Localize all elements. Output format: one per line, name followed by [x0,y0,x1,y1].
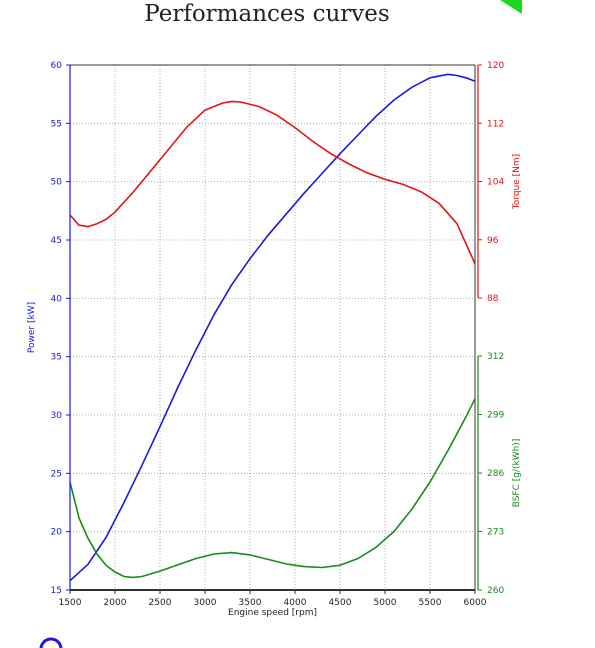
x-tick-label: 6000 [464,598,487,608]
power-tick-label: 25 [51,469,62,479]
page-title: Performances curves [144,1,390,27]
bsfc-tick-label: 299 [487,411,504,421]
x-tick-label: 3000 [194,598,217,608]
x-axis-title: Engine speed [rpm] [228,608,317,618]
torque-tick-label: 104 [487,178,504,188]
x-tick-label: 5000 [374,598,397,608]
power-tick-label: 30 [51,411,63,421]
x-tick-label: 2500 [149,598,172,608]
power-tick-label: 45 [51,236,62,246]
axes-layer: 1500 2000 2500 3000 3500 4000 4500 5000 5500 6000… [27,61,522,618]
x-tick-label: 2000 [104,598,127,608]
power-tick-label: 40 [51,294,63,304]
bsfc-tick-label: 312 [487,352,504,362]
x-tick-label: 5500 [419,598,442,608]
x-tick-label: 1500 [59,598,82,608]
bsfc-tick-label: 260 [487,586,504,596]
x-tick-label: 3500 [239,598,262,608]
series-layer [69,73,476,582]
series-line-power [69,73,476,582]
torque-tick-label: 88 [487,294,499,304]
x-tick-label: 4000 [284,598,307,608]
corner-triangle-icon [500,0,522,14]
torque-tick-label: 112 [487,119,504,129]
series-line-torque [69,100,476,265]
power-tick-label: 50 [51,178,63,188]
grid-lines [70,65,475,590]
torque-axis-title: Torque [Nm] [512,154,522,210]
power-tick-label: 55 [51,119,62,129]
bsfc-tick-label: 273 [487,528,504,538]
power-tick-label: 35 [51,353,62,363]
plot-frame [69,64,479,591]
torque-tick-label: 96 [487,236,499,246]
series-line-bsfc [69,398,476,579]
torque-tick-label: 120 [487,61,504,71]
power-axis-title: Power [kW] [27,302,37,353]
power-tick-label: 20 [51,528,63,538]
power-tick-label: 60 [51,61,63,71]
bsfc-tick-label: 286 [487,469,504,479]
bsfc-axis-title: BSFC [g/(kWh)] [512,439,522,508]
x-tick-label: 4500 [329,598,352,608]
power-tick-label: 15 [51,586,62,596]
circle-icon [39,637,63,648]
